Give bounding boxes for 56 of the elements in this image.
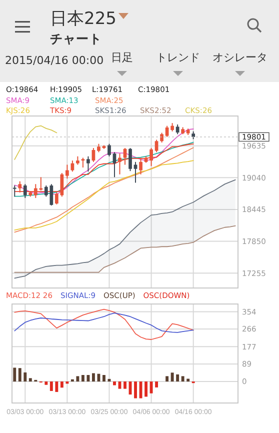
- line-series: [14, 125, 58, 160]
- bar: [134, 382, 137, 398]
- bar: [86, 374, 90, 382]
- bar: [155, 382, 158, 388]
- bar: [76, 376, 80, 382]
- candlestick: [118, 153, 122, 175]
- bar: [144, 382, 148, 397]
- bar: [28, 378, 32, 382]
- bar: [55, 382, 58, 392]
- chart-title: 日本225: [50, 9, 116, 29]
- candlestick: [18, 180, 22, 193]
- line-series: [14, 160, 194, 230]
- bar: [176, 374, 180, 382]
- candlestick: [12, 185, 16, 198]
- bar: [92, 373, 95, 382]
- bar: [113, 382, 116, 386]
- bar: [150, 382, 153, 394]
- bar: [102, 374, 106, 382]
- candlestick: [176, 124, 180, 135]
- bar: [13, 368, 16, 382]
- bar: [124, 382, 126, 389]
- candlestick: [123, 148, 127, 166]
- candlestick: [139, 157, 142, 175]
- candlestick: [134, 161, 138, 184]
- bar: [24, 372, 27, 382]
- bar: [70, 379, 74, 382]
- text: トレンド: [156, 51, 200, 64]
- line-series: [14, 128, 194, 195]
- line-series: [14, 225, 236, 273]
- bar: [170, 372, 174, 382]
- chart-subtitle: チャート: [50, 31, 102, 46]
- candlestick: [128, 148, 132, 172]
- candlestick: [66, 164, 69, 180]
- bar: [18, 368, 22, 382]
- candlestick: [108, 143, 111, 157]
- bar: [60, 382, 64, 388]
- line-series: [14, 147, 194, 233]
- candlestick: [154, 139, 158, 153]
- candlestick: [23, 184, 27, 199]
- candlestick: [86, 156, 90, 172]
- candlestick: [112, 152, 116, 178]
- line-series: [14, 308, 194, 340]
- candlestick: [81, 157, 85, 168]
- text: 2015/04/16 00:00: [5, 54, 104, 67]
- bar: [166, 376, 169, 382]
- candlestick: [165, 125, 169, 138]
- line-series: [14, 312, 194, 333]
- bar: [81, 374, 84, 382]
- bar: [186, 378, 190, 382]
- text: 日足: [111, 51, 133, 64]
- bar: [97, 374, 100, 382]
- candlestick: [150, 148, 153, 167]
- bar: [44, 382, 48, 385]
- text: オシレータ: [212, 51, 268, 64]
- bar: [181, 376, 184, 382]
- bar: [50, 382, 53, 391]
